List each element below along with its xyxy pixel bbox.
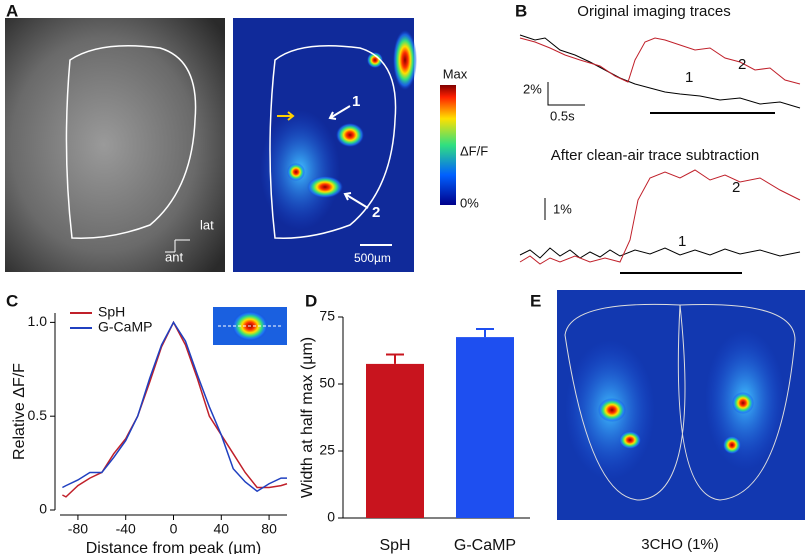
scale-bar <box>547 82 585 106</box>
y-tick-label: 25 <box>319 442 335 458</box>
orient-label: ant <box>165 249 183 264</box>
panel-letter: A <box>6 1 18 20</box>
x-tick-label: SpH <box>379 537 410 554</box>
heat-spot <box>287 163 305 181</box>
line-series <box>62 320 287 493</box>
colorbar-label: Max <box>443 66 468 81</box>
legend-label: G-CaMP <box>98 319 152 335</box>
trace <box>519 34 801 109</box>
legend-label: SpH <box>98 304 125 320</box>
heat-spot <box>732 392 754 414</box>
trace-label: 1 <box>685 69 693 86</box>
brain-image <box>5 18 225 272</box>
arrow <box>277 111 295 121</box>
heat-spot <box>723 436 741 454</box>
y-tick-label: 0 <box>327 509 335 525</box>
heat-spot <box>619 431 641 449</box>
orient-label: lat <box>200 217 214 232</box>
bar <box>366 363 424 518</box>
panel-letter: C <box>6 291 18 310</box>
y-axis-title: Width at half max (µm) <box>299 337 316 498</box>
trace-label: 2 <box>738 56 746 73</box>
x-tick-label: 0 <box>170 521 178 537</box>
heat-spot <box>598 398 626 422</box>
trace <box>519 37 801 85</box>
x-tick-label: -80 <box>68 521 88 537</box>
roi-label: 1 <box>352 93 360 110</box>
trace-label: 1 <box>678 233 686 250</box>
scale-label: 2% <box>523 81 542 96</box>
y-tick-label: 75 <box>319 308 335 324</box>
trace-label: 2 <box>732 179 740 196</box>
y-tick-label: 0.5 <box>28 407 48 423</box>
heat-spot <box>367 52 383 68</box>
panel-letter: D <box>305 291 317 310</box>
y-tick-label: 1.0 <box>28 313 48 329</box>
y-axis-title: Relative ΔF/F <box>11 363 28 460</box>
outline <box>564 303 796 501</box>
arrow <box>343 192 369 209</box>
colorbar-label: ΔF/F <box>460 143 488 158</box>
colorbar-label: 0% <box>460 195 479 210</box>
panel-letter: E <box>530 291 541 310</box>
scale-label: 500µm <box>354 251 391 265</box>
error-bar <box>386 353 404 364</box>
roi-label: 2 <box>372 204 380 221</box>
x-tick-label: 80 <box>261 521 277 537</box>
trace <box>519 247 801 259</box>
trace-title: After clean-air trace subtraction <box>551 147 759 164</box>
x-axis-title: Distance from peak (µm) <box>86 540 261 554</box>
bar <box>456 337 514 518</box>
outline <box>65 44 197 239</box>
heat-spot <box>307 176 343 198</box>
y-tick-label: 0 <box>39 501 47 517</box>
scale-label: 1% <box>553 201 572 216</box>
panel-letter: B <box>515 1 527 20</box>
orientation-arrow <box>165 239 190 253</box>
x-tick-label: G-CaMP <box>454 537 516 554</box>
trace <box>519 169 801 265</box>
outline <box>269 44 397 239</box>
heat-spot <box>336 123 364 147</box>
x-tick-label: -40 <box>116 521 136 537</box>
scale-label: 0.5s <box>550 108 575 123</box>
error-bar <box>476 328 494 338</box>
arrow <box>328 105 351 120</box>
colorbar <box>440 85 456 205</box>
trace-title: Original imaging traces <box>577 3 730 20</box>
y-tick-label: 50 <box>319 375 335 391</box>
heat-spot <box>393 30 417 90</box>
line-series <box>62 320 288 498</box>
x-tick-label: 40 <box>214 521 230 537</box>
caption: 3CHO (1%) <box>641 536 719 553</box>
